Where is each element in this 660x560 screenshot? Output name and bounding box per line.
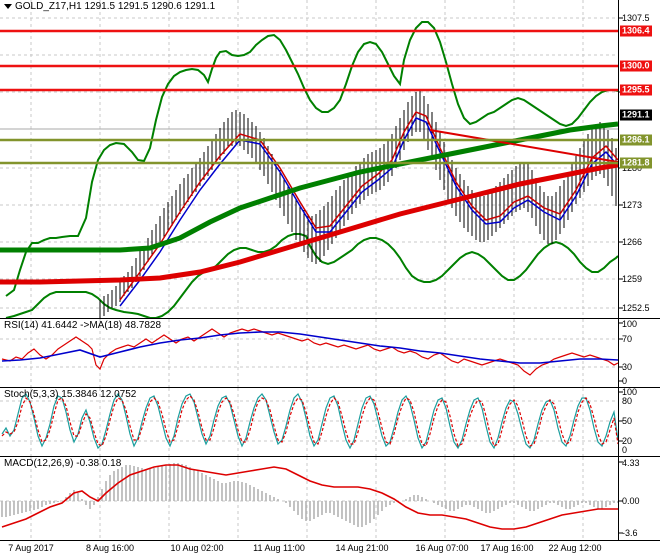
rsi-axis-70: 70 [622,334,633,344]
time-label-8: 22 Aug 12:00 [548,543,602,553]
rsi-ma-line [1,331,618,364]
vertical-gridlines [30,0,584,318]
rsi-label: RSI(14) 41.6442 ->MA(18) 48.7828 [4,320,162,331]
rsi-line [1,328,618,376]
macd-signal-line [1,464,618,530]
axis-tick [619,440,623,442]
macd-label: MACD(12,26,9) -0.38 0.18 [4,458,122,469]
stoch-d-line [1,395,618,447]
rsi-svg [0,319,618,387]
price-chart-panel[interactable]: GOLD_Z17,H1 1291.5 1291.5 1290.6 1291.1 [0,0,660,318]
axis-tick [619,500,623,502]
rsi-axis-100: 100 [622,319,638,329]
stoch-plot-area[interactable] [0,388,618,456]
level-tag-1281[interactable]: 1281.8 [620,157,652,169]
macd-gridlines [0,457,618,540]
macd-axis[interactable]: 4.33 0.00 -3.6 [618,457,660,540]
bollinger-lower-line [5,233,618,318]
triangle-down-icon[interactable] [4,3,12,9]
thick-green-ma-line [0,121,618,253]
stoch-axis-80: 80 [622,396,633,406]
price-plot-area[interactable] [0,0,618,318]
bollinger-upper-line [5,21,618,297]
descending-trendline [429,129,618,163]
ma-slow-line [119,117,618,307]
stoch-axis-0: 0 [622,445,628,455]
panel-divider-1 [0,318,660,319]
macd-axis-zero: 0.00 [622,496,640,506]
axis-tick [619,241,623,243]
axis-tick [619,461,623,463]
axis-tick [619,380,623,382]
time-label-5: 16 Aug 07:00 [415,543,469,553]
stoch-axis-100: 100 [622,387,638,397]
axis-tick [619,420,623,422]
ma-fast-line [119,111,618,301]
price-svg [0,0,618,318]
rsi-panel[interactable]: RSI(14) 41.6442 ->MA(18) 48.7828 100 [0,319,660,387]
macd-histogram [1,463,618,527]
chart-header: GOLD_Z17,H1 1291.5 1291.5 1290.6 1291.1 [4,1,215,12]
axis-label-1273: 1273 [622,200,643,210]
time-label-2: 10 Aug 02:00 [170,543,224,553]
rsi-plot-area[interactable] [0,319,618,387]
axis-tick [619,532,623,534]
stoch-axis-20: 20 [622,436,633,446]
rsi-axis-0: 0 [622,376,628,386]
stoch-k-line [1,392,618,450]
macd-axis-min: -3.6 [622,528,638,538]
time-label-0: 7 Aug 2017 [8,543,54,553]
time-label-4: 14 Aug 21:00 [335,543,389,553]
axis-label-1266: 1266 [622,237,643,247]
macd-panel[interactable]: MACD(12,26,9) -0.38 0.18 4.33 [0,457,660,540]
axis-tick [619,17,623,19]
level-tag-1300[interactable]: 1300.0 [620,60,652,72]
axis-tick [619,338,623,340]
level-tag-1295[interactable]: 1295.5 [620,84,652,96]
chart-header-text: GOLD_Z17,H1 1291.5 1291.5 1290.6 1291.1 [15,1,216,12]
axis-tick [619,322,623,324]
axis-label-1259: 1259 [622,274,643,284]
stoch-label: Stoch(5,3,3) 15.3846 12.0752 [4,389,137,400]
thick-red-ma-line [0,162,618,285]
macd-plot-area[interactable] [0,457,618,540]
time-axis[interactable]: 7 Aug 2017 8 Aug 16:00 10 Aug 02:00 11 A… [0,541,618,559]
axis-label-1252: 1252.5 [622,303,650,313]
macd-axis-max: 4.33 [622,458,640,468]
stochastic-panel[interactable]: Stoch(5,3,3) 15.3846 12.0752 100 [0,387,660,456]
rsi-axis-30: 30 [622,362,633,372]
macd-svg [0,457,618,540]
level-tag-1306[interactable]: 1306.4 [620,25,652,37]
time-axis-divider [0,540,660,541]
time-label-6: 17 Aug 16:00 [480,543,534,553]
axis-tick [619,366,623,368]
panel-divider-2 [0,387,660,388]
stoch-axis[interactable]: 100 80 50 20 0 [618,387,660,456]
axis-tick [619,204,623,206]
time-label-3: 11 Aug 11:00 [253,543,305,553]
axis-tick [619,307,623,309]
rsi-axis[interactable]: 100 70 30 0 [618,319,660,387]
stoch-axis-50: 50 [622,416,633,426]
axis-tick [619,391,623,393]
rsi-gridlines [0,319,618,387]
horizontal-level-lines [0,29,618,165]
stoch-svg [0,388,618,456]
axis-label-1307: 1307.5 [622,13,650,23]
current-price-tag[interactable]: 1291.1 [620,109,652,121]
level-tag-1286[interactable]: 1286.1 [620,134,652,146]
time-label-1: 8 Aug 16:00 [85,543,135,553]
price-axis[interactable]: 1307.5 1293.5 1280 1273 1266 1259 1252.5… [618,0,660,318]
panel-divider-3 [0,456,660,457]
axis-tick [619,278,623,280]
